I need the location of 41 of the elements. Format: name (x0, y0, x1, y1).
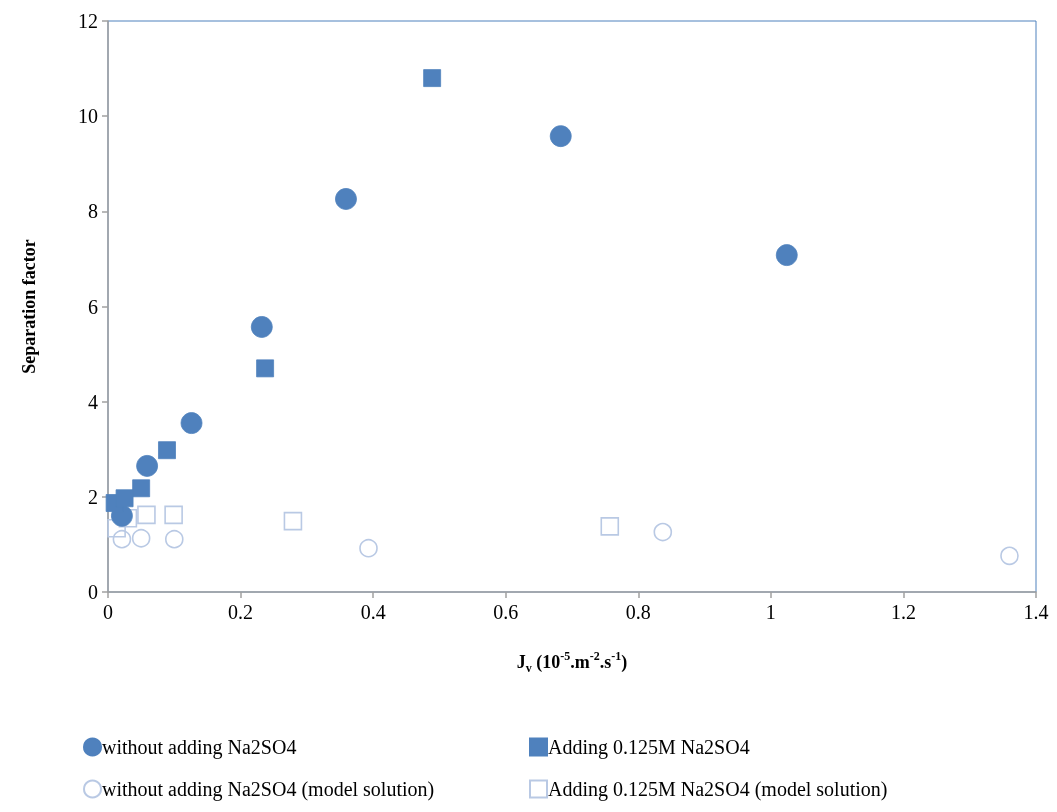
point (423, 69, 442, 87)
y-tick-label: 12 (78, 10, 98, 32)
x-tick-label: 0.4 (360, 601, 386, 623)
point (1000, 546, 1019, 566)
y-tick-label: 8 (88, 200, 98, 223)
point (180, 412, 203, 434)
y-tick-label: 2 (88, 485, 98, 508)
point (164, 505, 183, 525)
point (283, 511, 303, 531)
y-tick-label: 10 (78, 105, 98, 128)
y-axis-title: Separation factor (19, 239, 39, 374)
x-tick-label: 0.2 (228, 601, 254, 623)
y-tick-label: 4 (88, 390, 98, 413)
x-tick-label: 1.2 (890, 601, 916, 623)
point (775, 244, 798, 266)
point (250, 316, 273, 338)
legend-label: without adding Na2SO4 (model solution) (102, 778, 435, 801)
legend-label: without adding Na2SO4 (102, 736, 297, 759)
point (549, 125, 572, 148)
x-tick-label: 0.8 (625, 601, 651, 623)
point (136, 455, 159, 477)
x-tick-label: 1 (765, 601, 776, 623)
point (653, 522, 673, 542)
point (165, 529, 184, 549)
point (112, 529, 132, 549)
point (131, 528, 151, 548)
x-tick-label: 0.6 (493, 601, 519, 623)
y-tick-label: 0 (88, 581, 98, 603)
point (158, 441, 176, 460)
point (132, 479, 151, 498)
point (359, 538, 378, 558)
x-tick-label: 0 (103, 601, 113, 623)
point (600, 517, 620, 536)
y-tick-label: 6 (88, 295, 98, 318)
legend-label: Adding 0.125M Na2SO4 (548, 736, 750, 759)
point (335, 188, 357, 210)
point (256, 359, 274, 378)
point (115, 489, 134, 508)
x-tick-label: 1.4 (1023, 601, 1049, 623)
legend-label: Adding 0.125M Na2SO4 (model solution) (548, 778, 888, 801)
point (137, 505, 156, 525)
